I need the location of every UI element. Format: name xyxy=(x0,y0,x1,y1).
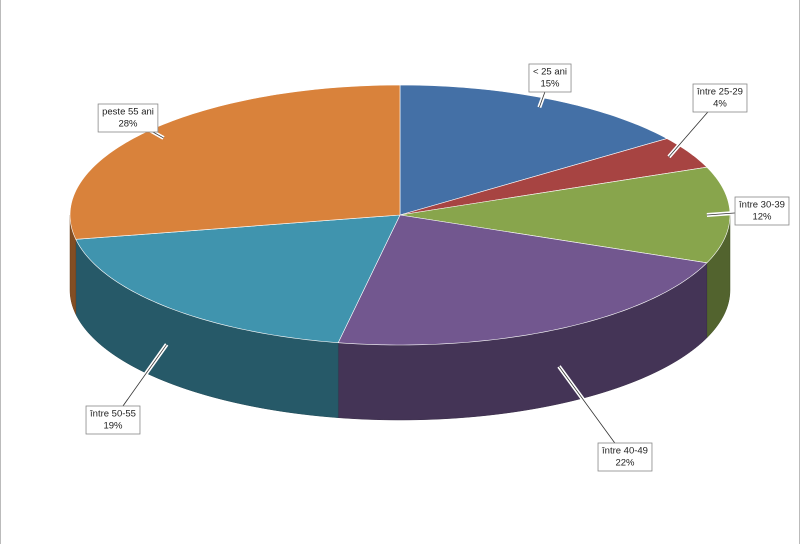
label-box xyxy=(85,405,141,435)
data-label: între 25-294% xyxy=(692,83,748,113)
value-label: 4% xyxy=(713,99,727,110)
slice xyxy=(399,138,708,216)
category-label: peste 55 ani xyxy=(102,107,154,118)
value-label: 19% xyxy=(103,421,123,432)
slice xyxy=(337,214,708,346)
category-label: între 40-49 xyxy=(601,446,648,457)
value-label: 12% xyxy=(752,212,772,223)
category-label: < 25 ani xyxy=(533,67,567,78)
category-label: între 50-55 xyxy=(89,409,136,420)
pie-tops xyxy=(69,84,731,346)
category-label: între 25-29 xyxy=(696,87,743,98)
value-label: 28% xyxy=(118,119,138,130)
value-label: 15% xyxy=(540,79,560,90)
leader-line xyxy=(558,366,626,458)
value-label: 22% xyxy=(615,458,635,469)
slice xyxy=(399,84,668,216)
label-box xyxy=(528,63,572,93)
category-label: între 30-39 xyxy=(738,200,785,211)
label-box xyxy=(734,196,790,226)
slice xyxy=(75,214,401,344)
label-box xyxy=(692,83,748,113)
label-box xyxy=(97,103,159,133)
label-box xyxy=(597,442,653,472)
